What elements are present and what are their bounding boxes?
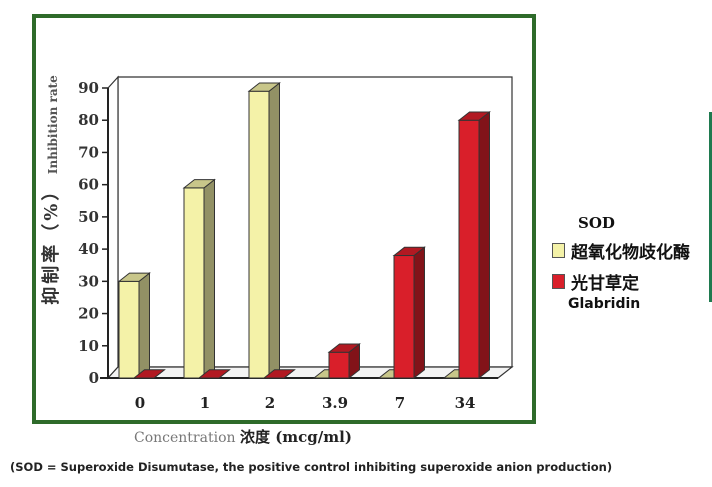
y-axis-label: 抑制率（%） Inhibition rate [37, 75, 63, 305]
x-tick-label: 0 [135, 394, 145, 412]
plot-walls [100, 75, 514, 380]
y-tick-label: 20 [78, 305, 99, 323]
y-tick-label: 80 [78, 111, 99, 129]
y-tick-label: 30 [78, 272, 99, 290]
y-tick-label: 10 [78, 337, 99, 355]
x-tick-label: 2 [265, 394, 275, 412]
bar-side [478, 110, 490, 380]
y-tick-label: 50 [78, 208, 99, 226]
plot-back-wall [117, 76, 513, 368]
bar-top [247, 82, 281, 92]
x-axis-ticks: 0 1 2 3.9 7 34 [135, 394, 476, 412]
plot-left-wall [107, 75, 119, 380]
bar-top [327, 343, 361, 353]
bar-top [182, 179, 216, 189]
y-tick-label: 0 [89, 369, 99, 387]
x-axis-label: Concentration 浓度 (mcg/ml) [134, 426, 352, 447]
bar-front [118, 280, 140, 379]
bar-sod [182, 178, 216, 380]
legend-sod-cn: 超氧化物歧化酶 [571, 243, 690, 263]
bar-front [393, 255, 415, 379]
bar-side [203, 178, 215, 380]
bar-top [457, 111, 491, 121]
legend: SOD 超氧化物歧化酶 光甘草定 Glabridin [552, 214, 690, 312]
bar-top [262, 369, 296, 379]
bar-top [392, 246, 426, 257]
bar-glabridin [132, 369, 166, 379]
bar-glabridin [262, 369, 296, 379]
bar-side [268, 81, 280, 380]
bars [117, 81, 491, 380]
x-tick-label: 7 [395, 394, 405, 412]
edge-mark [709, 112, 712, 302]
bar-sod [117, 272, 151, 380]
bar-sod [247, 81, 281, 380]
bar-front [458, 119, 480, 379]
y-tick-label: 60 [78, 176, 99, 194]
footnote: (SOD = Superoxide Disumutase, the positi… [10, 460, 613, 474]
x-axis-label-cn: 浓度 (mcg/ml) [239, 428, 352, 446]
y-tick-label: 90 [78, 79, 99, 97]
legend-item-sod: 超氧化物歧化酶 [552, 238, 690, 263]
chart-frame [32, 14, 536, 424]
legend-swatch-glabridin [552, 274, 565, 289]
legend-sod-label: SOD [578, 214, 615, 232]
x-axis-label-en: Concentration [134, 430, 236, 446]
y-tick-label: 70 [78, 143, 99, 161]
legend-glabridin-label: Glabridin [568, 296, 641, 312]
x-tick-label: 1 [200, 394, 210, 412]
y-axis-label-en: Inhibition rate [46, 75, 60, 175]
bar-front [328, 351, 350, 379]
bar-top [197, 369, 231, 379]
bar-glabridin [392, 246, 426, 380]
legend-item-glabridin: 光甘草定 [552, 269, 690, 294]
x-tick-label: 34 [455, 394, 476, 412]
y-tick-label: 40 [78, 240, 99, 258]
bar-side [413, 246, 425, 380]
bar-top [132, 369, 166, 379]
bar-glabridin [197, 369, 231, 379]
bar-glabridin [457, 110, 491, 380]
x-tick-label: 3.9 [322, 394, 348, 412]
legend-glabridin-cn: 光甘草定 [571, 274, 639, 294]
bar-side [138, 272, 150, 380]
legend-swatch-sod [552, 243, 565, 258]
bar-front [183, 187, 205, 379]
bar-glabridin [327, 342, 361, 380]
y-axis-label-cn: 抑制率（%） [41, 179, 62, 305]
y-axis-ticks: 0 10 20 30 40 50 60 70 80 90 [78, 79, 108, 387]
bar-front [248, 90, 270, 379]
bar-top [117, 272, 151, 282]
